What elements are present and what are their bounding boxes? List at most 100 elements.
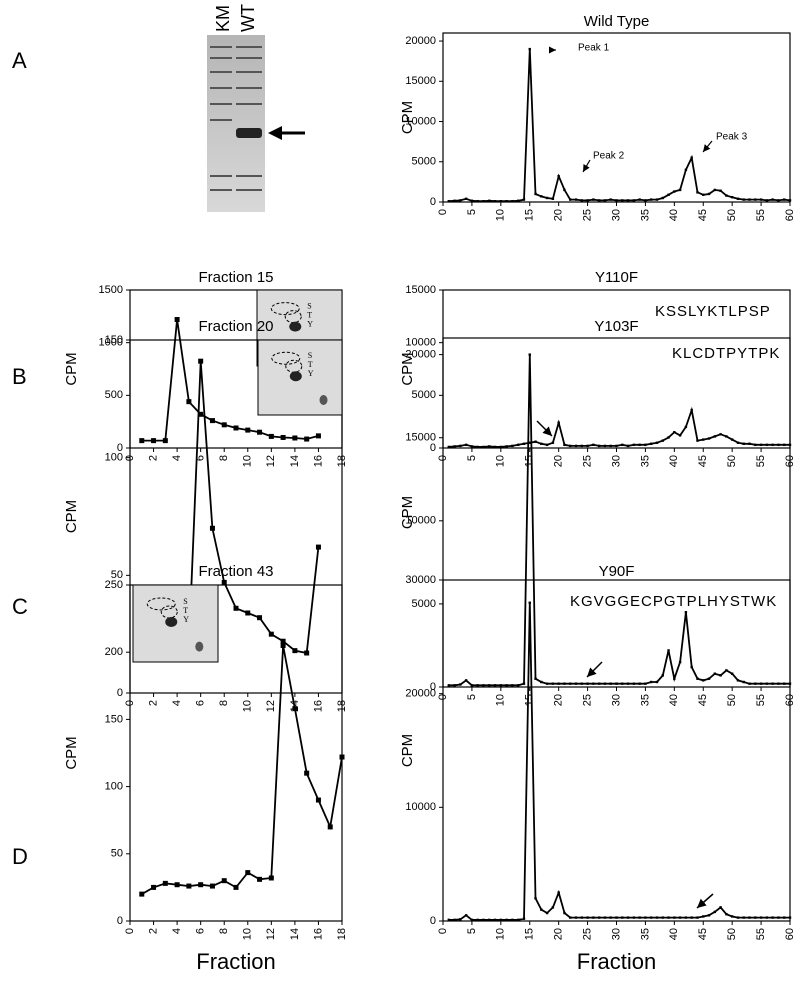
data-point	[655, 680, 659, 684]
data-point	[702, 193, 705, 196]
spot-free	[319, 395, 328, 405]
x-tick-label: 8	[218, 700, 230, 706]
data-point	[493, 684, 497, 687]
data-point	[707, 437, 711, 440]
data-point	[139, 438, 145, 444]
data-point	[586, 444, 589, 448]
data-point	[459, 199, 462, 202]
data-point	[586, 682, 589, 685]
data-point	[597, 199, 601, 202]
data-point	[667, 193, 670, 196]
x-tick-label: 10	[242, 700, 254, 712]
data-point	[459, 683, 462, 686]
data-point	[505, 918, 508, 922]
data-point	[655, 198, 659, 201]
x-tick-label: 50	[726, 694, 738, 706]
data-point	[690, 408, 693, 412]
data-point	[551, 906, 555, 909]
x-tick-label: 6	[195, 455, 207, 461]
data-point	[464, 679, 468, 682]
data-point	[528, 47, 531, 51]
data-point	[678, 434, 682, 437]
x-tick-label: 2	[147, 700, 159, 706]
x-tick-label: 16	[312, 700, 324, 712]
data-point	[522, 917, 526, 920]
inset-label: S	[307, 301, 311, 310]
data-point	[609, 444, 612, 448]
peptide-sequence: KSSLYKTLPSP	[655, 303, 771, 320]
data-point	[151, 884, 157, 890]
gel-target-band	[236, 128, 262, 138]
data-point	[783, 443, 786, 447]
data-point	[626, 199, 630, 202]
chart-title: Y103F	[594, 318, 638, 335]
data-point	[638, 682, 641, 685]
data-point	[783, 916, 786, 919]
y-tick-label: 0	[430, 915, 436, 927]
data-point	[621, 682, 624, 685]
x-tick-label: 55	[755, 455, 767, 467]
y-tick-label: 5000	[412, 156, 436, 168]
data-point	[482, 199, 485, 203]
data-point	[586, 916, 589, 919]
data-point	[522, 198, 526, 201]
y-tick-label: 150	[105, 334, 123, 346]
data-point	[233, 425, 239, 431]
y-tick-label: 5000	[412, 389, 436, 401]
data-point	[245, 610, 251, 616]
y-tick-label: 0	[117, 442, 123, 454]
data-point	[499, 684, 503, 687]
inset-label: T	[308, 360, 313, 369]
data-point	[667, 649, 670, 652]
data-point	[245, 427, 251, 433]
data-point	[580, 199, 583, 202]
data-point	[736, 197, 740, 200]
data-point	[493, 199, 497, 203]
x-tick-label: 10	[495, 928, 507, 940]
data-point	[638, 443, 641, 447]
data-point	[516, 684, 520, 687]
data-point	[615, 916, 618, 919]
data-point	[765, 199, 769, 202]
inset-label: T	[307, 310, 312, 319]
data-point	[632, 199, 636, 202]
data-point	[592, 682, 595, 685]
peptide-sequence: KLCDTPYTPK	[672, 345, 780, 362]
data-point	[499, 918, 503, 922]
data-point	[162, 438, 168, 444]
x-tick-label: 45	[697, 455, 709, 467]
data-point	[650, 198, 653, 201]
data-point	[777, 199, 780, 202]
y-axis-label: CPM	[63, 352, 80, 385]
x-tick-label: 4	[171, 928, 183, 934]
data-point	[292, 648, 298, 654]
spot	[165, 616, 178, 627]
data-point	[603, 199, 607, 202]
data-point	[759, 682, 763, 685]
data-point	[684, 611, 688, 614]
data-point	[748, 682, 751, 685]
y-tick-label: 0	[117, 915, 123, 927]
data-point	[528, 441, 531, 444]
x-tick-label: 40	[668, 694, 680, 706]
data-point	[292, 435, 298, 441]
x-tick-label: 12	[265, 928, 277, 940]
missing-peak-arrow	[586, 661, 603, 678]
data-point	[534, 440, 537, 443]
y-tick-label: 20000	[405, 35, 436, 47]
data-point	[719, 674, 722, 677]
data-point	[696, 677, 699, 680]
x-tick-label: 15	[524, 209, 536, 221]
data-point	[482, 918, 485, 922]
data-point	[470, 199, 474, 202]
data-point	[476, 684, 479, 687]
data-point	[615, 682, 618, 685]
data-point	[522, 682, 526, 685]
data-point	[678, 188, 682, 192]
gel-background	[207, 35, 265, 212]
data-point	[725, 435, 728, 438]
data-point	[713, 910, 717, 914]
